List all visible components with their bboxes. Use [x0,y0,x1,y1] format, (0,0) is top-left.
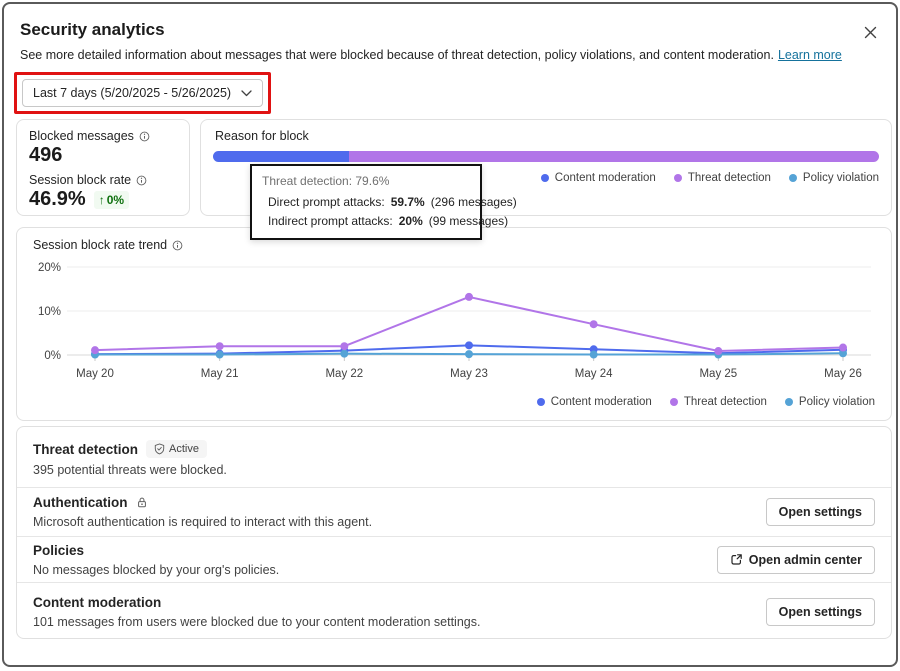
legend-dot-icon [540,174,549,182]
legend-item: Content moderation [540,172,656,184]
open-settings-button[interactable]: Open settings [765,597,875,626]
svg-text:20%: 20% [38,262,61,274]
threat-detection-row: Threat detection Active 395 potential th… [17,427,891,487]
section-title: Threat detection [33,441,139,457]
up-arrow-icon: ↑ [98,192,105,207]
external-link-icon [731,554,742,565]
legend-item: Content moderation [536,396,652,408]
svg-text:May 20: May 20 [76,368,114,380]
tooltip-title: Threat detection: 79.6% [262,174,390,188]
bar-tooltip: Threat detection: 79.6% Direct prompt at… [250,164,517,240]
bar-segment[interactable] [348,151,879,162]
legend-item: Policy violation [788,172,879,184]
page-title: Security analytics [20,20,165,39]
svg-text:May 23: May 23 [450,368,488,380]
session-block-rate-label-row: Session block rate [29,173,177,187]
legend-dot-icon [788,174,797,182]
legend-dot-icon [669,398,678,406]
trend-chart-svg[interactable]: 0% 10% 20% May 20 May 21 May 22 May 23 May 24 Ma… [17,258,891,390]
legend-item: Policy violation [784,396,875,408]
blocked-messages-value: 496 [29,144,63,166]
info-icon[interactable] [139,131,150,142]
authentication-row: Authentication Microsoft authentication … [17,487,891,536]
blocked-messages-label: Blocked messages [29,129,134,143]
bar-segment[interactable] [213,151,349,162]
rate-delta-badge: ↑ 0% [93,190,130,209]
content-moderation-row: Content moderation 101 messages from use… [17,582,891,640]
chevron-down-icon [241,89,252,96]
legend-dot-icon [536,398,545,406]
session-block-rate-label: Session block rate [29,173,132,187]
svg-text:10%: 10% [38,306,61,318]
date-range-label: Last 7 days (5/20/2025 - 5/26/2025) [33,86,232,100]
legend-item: Threat detection [673,172,771,184]
reason-bar[interactable] [213,151,879,162]
section-title: Authentication [33,495,128,510]
blocked-messages-card: Blocked messages 496 Session block rate … [16,119,190,216]
close-icon[interactable] [860,22,880,42]
shield-check-icon [154,443,165,455]
section-description: Microsoft authentication is required to … [33,515,373,529]
page-subtitle: See more detailed information about mess… [20,48,842,62]
red-highlight-annotation: Last 7 days (5/20/2025 - 5/26/2025) [14,72,272,114]
date-range-dropdown[interactable]: Last 7 days (5/20/2025 - 5/26/2025) [22,79,264,107]
session-block-rate-trend-card: Session block rate trend 0% 10% 20% May 20 M… [16,227,892,421]
section-title: Policies [33,542,85,558]
active-status-badge: Active [146,440,207,458]
legend-item: Threat detection [669,396,767,408]
legend-dot-icon [673,174,682,182]
trend-title-row: Session block rate trend [33,238,183,252]
svg-text:May 26: May 26 [824,368,862,380]
svg-text:May 25: May 25 [699,368,737,380]
legend: Content moderation Threat detection Policy… [536,396,875,408]
svg-text:May 21: May 21 [201,368,239,380]
info-icon[interactable] [136,175,147,186]
reason-for-block-title: Reason for block [215,129,309,143]
info-icon[interactable] [172,240,183,251]
session-block-rate-value-row: 46.9% ↑ 0% [29,188,177,211]
svg-text:May 24: May 24 [575,368,613,380]
trend-title: Session block rate trend [33,238,168,252]
security-settings-card: Threat detection Active 395 potential th… [16,426,892,639]
policies-row: Policies No messages blocked by your org… [17,536,891,582]
section-title: Content moderation [33,594,162,610]
section-description: 101 messages from users were blocked due… [33,614,481,629]
legend-dot-icon [784,398,793,406]
section-description: 395 potential threats were blocked. [33,463,227,477]
open-admin-center-button[interactable]: Open admin center [716,545,875,574]
tooltip-row: Indirect prompt attacks: 20% (99 message… [268,214,509,228]
open-settings-button[interactable]: Open settings [765,498,875,526]
blocked-messages-label-row: Blocked messages [29,129,177,143]
tooltip-row: Direct prompt attacks: 59.7% (296 messag… [268,195,517,209]
legend: Content moderation Threat detection Policy… [540,172,879,184]
session-block-rate-value: 46.9% [29,188,86,210]
svg-text:May 22: May 22 [325,368,363,380]
section-description: No messages blocked by your org's polici… [33,562,280,577]
learn-more-link[interactable]: Learn more [777,48,842,62]
svg-text:0%: 0% [44,350,61,362]
auth-lock-icon [137,497,146,508]
